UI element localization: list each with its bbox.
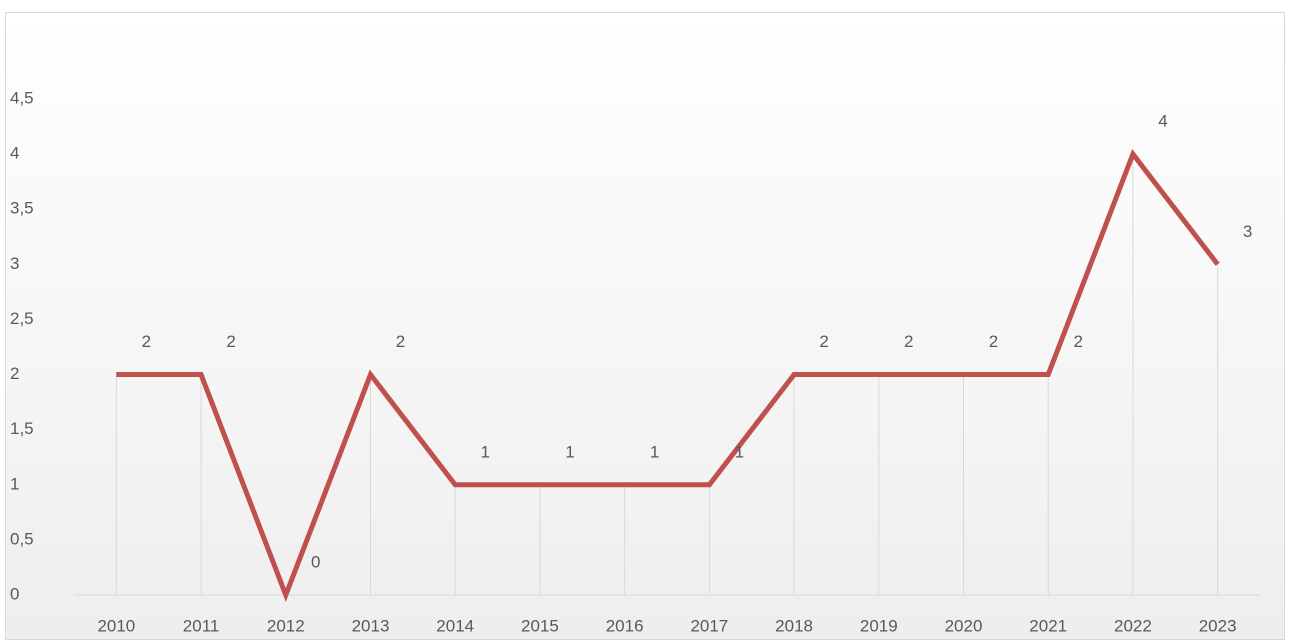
x-tick-label: 2010	[97, 616, 135, 635]
x-tick-label: 2018	[775, 616, 813, 635]
data-label: 4	[1158, 112, 1167, 131]
x-tick-label: 2011	[183, 616, 220, 635]
x-tick-label: 2020	[945, 616, 983, 635]
data-label: 2	[226, 332, 235, 351]
data-label: 1	[565, 442, 574, 461]
y-tick-label: 0,5	[10, 529, 34, 548]
data-label: 3	[1243, 222, 1252, 241]
data-label: 2	[396, 332, 405, 351]
data-line	[116, 149, 1220, 602]
y-tick-label: 2,5	[10, 309, 34, 328]
y-tick-label: 3,5	[10, 199, 34, 218]
y-tick-label: 4,5	[10, 88, 34, 107]
data-label: 1	[735, 442, 744, 461]
data-label: 2	[904, 332, 913, 351]
x-tick-label: 2014	[436, 616, 474, 635]
y-tick-label: 1,5	[10, 419, 34, 438]
x-tick-label: 2019	[860, 616, 898, 635]
y-tick-label: 4	[10, 144, 19, 163]
y-tick-label: 1	[10, 474, 19, 493]
x-tick-label: 2023	[1199, 616, 1237, 635]
data-label: 0	[311, 552, 320, 571]
x-tick-label: 2015	[521, 616, 559, 635]
data-label: 1	[650, 442, 659, 461]
chart-frame	[5, 12, 1285, 640]
y-tick-label: 3	[10, 254, 19, 273]
data-label: 2	[819, 332, 828, 351]
data-label: 1	[480, 442, 489, 461]
data-label: 2	[989, 332, 998, 351]
y-tick-label: 0	[10, 584, 19, 603]
data-label: 2	[142, 332, 151, 351]
y-tick-label: 2	[10, 364, 19, 383]
data-label: 2	[1073, 332, 1082, 351]
x-tick-label: 2017	[690, 616, 728, 635]
x-tick-label: 2016	[606, 616, 644, 635]
x-tick-label: 2021	[1029, 616, 1067, 635]
x-tick-label: 2022	[1114, 616, 1152, 635]
x-tick-label: 2012	[267, 616, 305, 635]
x-tick-label: 2013	[352, 616, 390, 635]
